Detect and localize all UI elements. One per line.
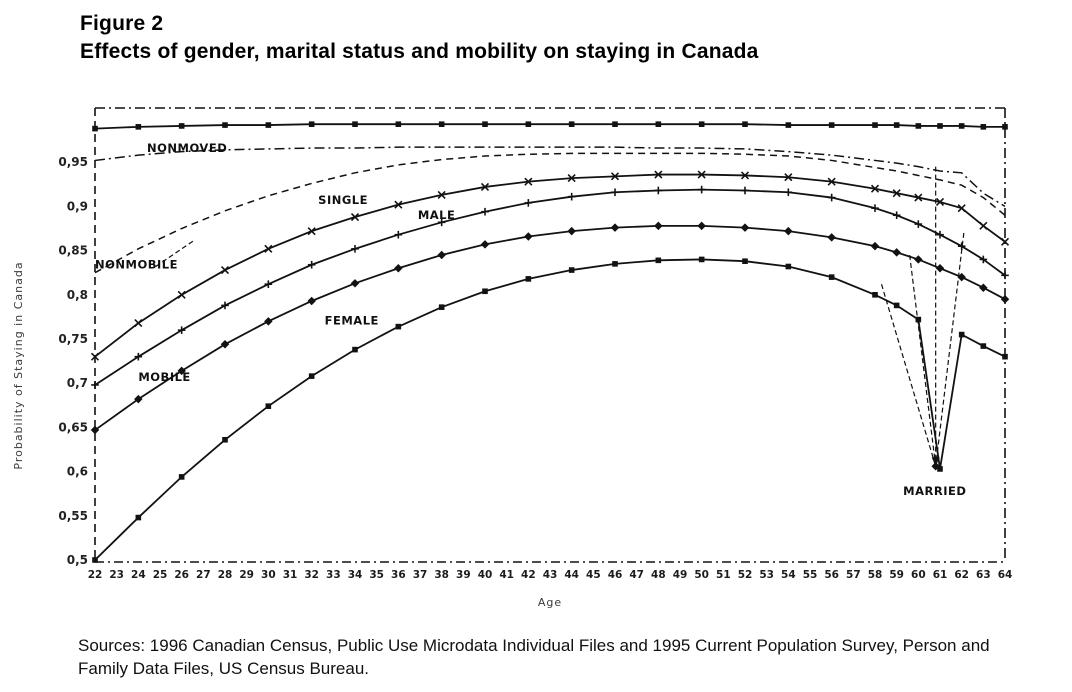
sources-text: Sources: 1996 Canadian Census, Public Us… <box>78 636 990 679</box>
svg-text:24: 24 <box>131 569 146 581</box>
svg-text:35: 35 <box>369 569 384 581</box>
svg-text:38: 38 <box>434 569 449 581</box>
svg-text:36: 36 <box>391 569 406 581</box>
svg-text:34: 34 <box>348 569 363 581</box>
figure-label: Figure 2 <box>80 12 164 35</box>
figure-title: Effects of gender, marital status and mo… <box>80 40 759 64</box>
svg-text:30: 30 <box>261 569 276 581</box>
svg-text:MARRIED: MARRIED <box>903 484 966 498</box>
svg-text:NONMOVED: NONMOVED <box>147 141 227 155</box>
svg-text:0,55: 0,55 <box>58 509 88 523</box>
svg-text:43: 43 <box>543 569 558 581</box>
svg-text:42: 42 <box>521 569 536 581</box>
svg-text:0,65: 0,65 <box>58 420 88 434</box>
svg-text:25: 25 <box>153 569 168 581</box>
svg-text:39: 39 <box>456 569 471 581</box>
svg-text:56: 56 <box>824 569 839 581</box>
svg-text:40: 40 <box>478 569 493 581</box>
svg-text:53: 53 <box>759 569 774 581</box>
svg-text:27: 27 <box>196 569 211 581</box>
svg-text:59: 59 <box>889 569 904 581</box>
svg-text:57: 57 <box>846 569 861 581</box>
svg-text:0,7: 0,7 <box>67 376 88 390</box>
svg-text:51: 51 <box>716 569 731 581</box>
svg-text:0,75: 0,75 <box>58 332 88 346</box>
svg-text:37: 37 <box>413 569 428 581</box>
svg-text:33: 33 <box>326 569 341 581</box>
svg-text:22: 22 <box>88 569 103 581</box>
svg-text:0,85: 0,85 <box>58 244 88 258</box>
svg-text:26: 26 <box>174 569 189 581</box>
svg-text:28: 28 <box>218 569 233 581</box>
svg-text:0,8: 0,8 <box>67 288 88 302</box>
svg-text:49: 49 <box>673 569 688 581</box>
svg-text:44: 44 <box>564 569 579 581</box>
svg-text:29: 29 <box>239 569 254 581</box>
svg-text:0,5: 0,5 <box>67 553 88 567</box>
svg-text:0,6: 0,6 <box>67 465 88 479</box>
svg-text:0,95: 0,95 <box>58 155 88 169</box>
svg-text:0,9: 0,9 <box>67 199 88 213</box>
chart-canvas: 0,95 0,9 0,85 0,8 0,75 0,7 0,65 0,6 0,55 0,5 Proba… <box>12 107 1013 609</box>
svg-text:47: 47 <box>629 569 644 581</box>
svg-text:NONMOBILE: NONMOBILE <box>95 258 178 272</box>
svg-text:Age: Age <box>538 596 562 609</box>
svg-text:23: 23 <box>109 569 124 581</box>
svg-text:63: 63 <box>976 569 991 581</box>
svg-text:58: 58 <box>868 569 883 581</box>
figure-header: Figure 2 Effects of gender, marital stat… <box>80 10 759 67</box>
svg-text:48: 48 <box>651 569 666 581</box>
svg-text:FEMALE: FEMALE <box>325 313 379 327</box>
svg-text:41: 41 <box>499 569 514 581</box>
svg-text:45: 45 <box>586 569 601 581</box>
svg-text:MOBILE: MOBILE <box>138 370 190 384</box>
svg-text:64: 64 <box>998 569 1013 581</box>
svg-text:54: 54 <box>781 569 796 581</box>
svg-text:32: 32 <box>304 569 319 581</box>
svg-text:55: 55 <box>803 569 818 581</box>
svg-text:60: 60 <box>911 569 926 581</box>
svg-text:52: 52 <box>738 569 753 581</box>
svg-text:50: 50 <box>694 569 709 581</box>
svg-text:61: 61 <box>933 569 948 581</box>
svg-text:MALE: MALE <box>418 208 456 222</box>
svg-text:SINGLE: SINGLE <box>318 193 368 207</box>
svg-text:62: 62 <box>954 569 969 581</box>
svg-text:31: 31 <box>283 569 298 581</box>
svg-text:Probability of Staying in Cana: Probability of Staying in Canada <box>12 261 25 469</box>
svg-text:46: 46 <box>608 569 623 581</box>
